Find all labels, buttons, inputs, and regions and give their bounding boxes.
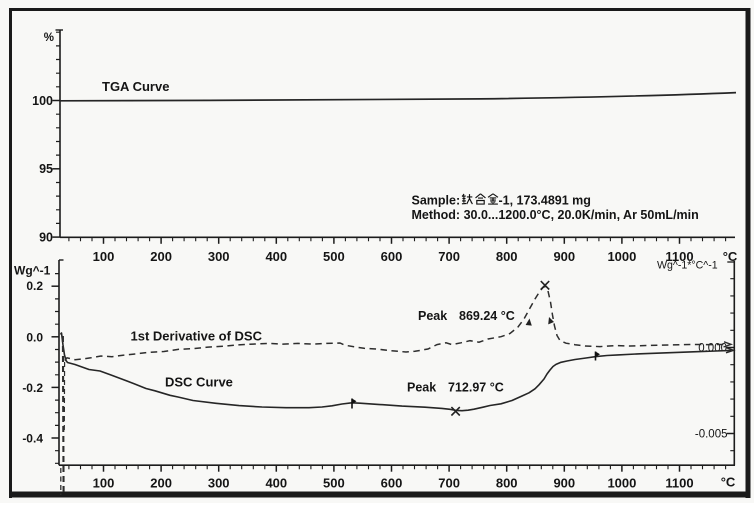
svg-text:700: 700 <box>438 249 460 264</box>
svg-text:500: 500 <box>323 475 345 490</box>
svg-text:1000: 1000 <box>607 475 636 490</box>
svg-text:°C: °C <box>721 475 736 490</box>
svg-text:1000: 1000 <box>607 249 636 264</box>
svg-text:°C: °C <box>723 249 738 264</box>
svg-text:Method: 30.0...1200.0°C, 20.0K: Method: 30.0...1200.0°C, 20.0K/min, Ar 5… <box>412 208 699 222</box>
svg-text:500: 500 <box>323 249 345 264</box>
svg-text:-0.005: -0.005 <box>695 428 728 440</box>
svg-text:900: 900 <box>553 249 575 264</box>
svg-text:200: 200 <box>150 249 172 264</box>
svg-text:1100: 1100 <box>665 475 693 490</box>
svg-text:Wg^-1*°C^-1: Wg^-1*°C^-1 <box>657 260 718 272</box>
svg-text:Peak 869.24 °C: Peak 869.24 °C <box>418 309 515 323</box>
svg-text:900: 900 <box>553 475 575 490</box>
svg-text:Peak 712.97 °C: Peak 712.97 °C <box>407 381 504 395</box>
svg-text:1st Derivative of DSC: 1st Derivative of DSC <box>131 328 263 343</box>
svg-text:1100: 1100 <box>665 249 693 264</box>
svg-text:0.2: 0.2 <box>26 279 43 293</box>
svg-text:300: 300 <box>208 475 230 490</box>
svg-text:90: 90 <box>39 230 53 244</box>
svg-text:300: 300 <box>208 249 230 264</box>
svg-text:Sample: -1, 173.4891 mg: Sample: -1, 173.4891 mg <box>412 194 591 208</box>
svg-text:0.0: 0.0 <box>26 330 43 344</box>
svg-text:100: 100 <box>93 249 115 264</box>
svg-text:700: 700 <box>438 475 460 490</box>
svg-text:-0.4: -0.4 <box>22 431 43 445</box>
svg-text:DSC Curve: DSC Curve <box>165 375 233 390</box>
svg-text:%: % <box>44 32 54 44</box>
svg-text:TGA Curve: TGA Curve <box>102 79 169 94</box>
svg-text:800: 800 <box>496 249 518 264</box>
svg-text:800: 800 <box>496 475 518 490</box>
svg-text:400: 400 <box>265 249 287 264</box>
svg-text:600: 600 <box>381 475 403 490</box>
svg-text:Wg^-1: Wg^-1 <box>14 264 51 278</box>
svg-text:100: 100 <box>93 475 115 490</box>
svg-text:-0.2: -0.2 <box>22 381 43 395</box>
svg-text:100: 100 <box>32 94 53 108</box>
svg-text:400: 400 <box>265 475 287 490</box>
svg-text:95: 95 <box>39 162 53 176</box>
svg-text:200: 200 <box>150 475 172 490</box>
svg-text:600: 600 <box>381 249 403 264</box>
